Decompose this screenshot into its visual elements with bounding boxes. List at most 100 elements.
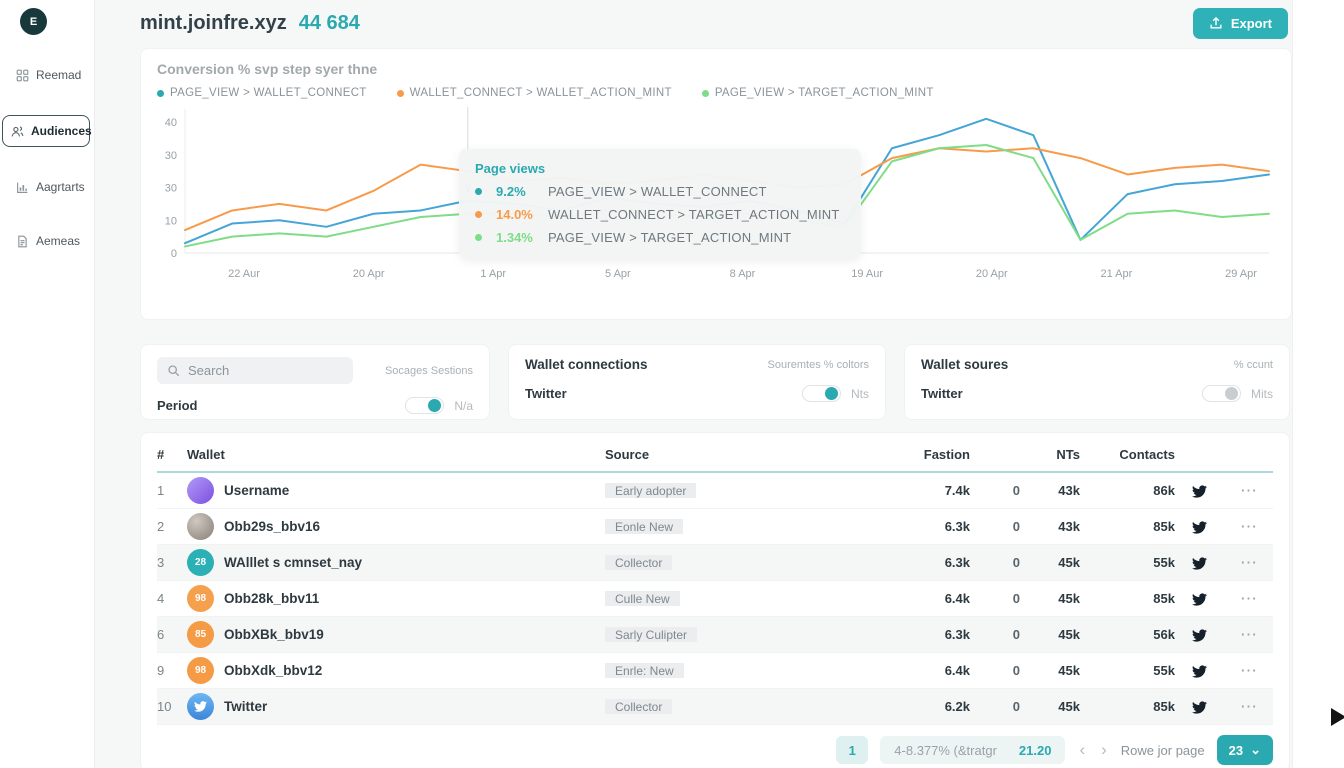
avatar: 98 (187, 585, 214, 612)
search-box[interactable] (157, 357, 353, 384)
column-header[interactable]: Fastion (923, 446, 970, 462)
wallet-cell: 98 Obb28k_bbv11 (187, 585, 605, 612)
nts-value: 43k (1058, 483, 1080, 498)
sidebar-item-reemad[interactable]: Reemad (12, 61, 90, 89)
row-menu-button[interactable]: ⋯ (1240, 552, 1258, 572)
svg-text:30: 30 (165, 150, 177, 162)
next-page-button[interactable]: › (1101, 740, 1107, 759)
table-row[interactable]: 1 Username Early adopter 7.4k 0 43k 86k ⋯ (157, 473, 1273, 509)
wallet-cell: Obb29s_bbv16 (187, 513, 605, 540)
app-logo[interactable]: E (20, 8, 47, 35)
row-index: 10 (157, 699, 172, 714)
row-menu-button[interactable]: ⋯ (1240, 588, 1258, 608)
toggle-knob (1225, 387, 1238, 400)
legend-label: PAGE_VIEW > TARGET_ACTION_MINT (714, 87, 934, 99)
sidebar-item-aagrtarts[interactable]: Aagrtarts (12, 173, 90, 201)
row-menu-button[interactable]: ⋯ (1240, 696, 1258, 716)
tooltip-title: Page views (475, 161, 546, 176)
fastion-value: 7.4k (944, 483, 970, 498)
tooltip-value: 9.2% (496, 184, 526, 199)
tooltip-label: PAGE_VIEW > TARGET_ACTION_MINT (548, 230, 792, 245)
column-header[interactable]: Source (605, 446, 650, 462)
column-header[interactable]: NTs (1056, 446, 1080, 462)
legend-item[interactable]: PAGE_VIEW > WALLET_CONNECT (157, 87, 367, 99)
svg-text:1 Apr: 1 Apr (480, 268, 506, 280)
twitter-icon[interactable] (1175, 554, 1223, 570)
column-header[interactable]: Contacts (1119, 446, 1175, 462)
sidebar-item-aemeas[interactable]: Aemeas (12, 227, 90, 255)
period-toggle[interactable] (405, 397, 445, 414)
table-row[interactable]: 10 Twitter Collector 6.2k 0 45k 85k ⋯ (157, 689, 1273, 725)
row-menu-button[interactable]: ⋯ (1240, 480, 1258, 500)
chevron-down-icon: ⌄ (1250, 742, 1261, 757)
legend-item[interactable]: PAGE_VIEW > TARGET_ACTION_MINT (701, 87, 934, 99)
source-tag: Collector (605, 555, 673, 570)
filter-meta-text: Souremtes % coltors (767, 358, 869, 371)
twitter-icon[interactable] (1175, 626, 1223, 642)
twitter-icon[interactable] (1175, 482, 1223, 498)
source-cell: Culle New (605, 591, 860, 606)
twitter-icon[interactable] (1175, 590, 1223, 606)
row-menu-button[interactable]: ⋯ (1240, 516, 1258, 536)
cursor-pointer-icon (1331, 708, 1344, 726)
search-input[interactable] (188, 363, 338, 378)
source-tag: Enrle: New (605, 663, 684, 678)
wallet-cell: Username (187, 477, 605, 504)
table-row[interactable]: 6 85 ObbXBk_bbv19 Sarly Culipter 6.3k 0 45k 56k… (157, 617, 1273, 653)
legend-item[interactable]: WALLET_CONNECT > WALLET_ACTION_MINT (396, 87, 672, 99)
source-cell: Early adopter (605, 483, 860, 498)
contacts-value: 56k (1153, 627, 1175, 642)
grid-icon (16, 69, 29, 82)
column-header[interactable]: # (157, 446, 165, 462)
sidebar-item-label: Aemeas (36, 234, 81, 248)
page-range-button[interactable]: 4-8.377% (&tratgr 21.20 (880, 736, 1066, 764)
contacts-value: 85k (1153, 699, 1175, 714)
fastion-value: 6.3k (944, 519, 970, 534)
table-row[interactable]: 4 98 Obb28k_bbv11 Culle New 6.4k 0 45k 85k ⋯ (157, 581, 1273, 617)
tooltip-value: 1.34% (496, 230, 533, 245)
export-button[interactable]: Export (1192, 7, 1288, 39)
avatar: 98 (187, 657, 214, 684)
table-row[interactable]: 2 Obb29s_bbv16 Eonle New 6.3k 0 43k 85k ⋯ (157, 509, 1273, 545)
zero-value: 0 (1012, 663, 1020, 678)
table-row[interactable]: 9 98 ObbXdk_bbv12 Enrle: New 6.4k 0 45k 55k ⋯ (157, 653, 1273, 689)
svg-text:29 Apr: 29 Apr (1225, 268, 1257, 280)
row-index: 9 (157, 663, 165, 678)
twitter-connections-toggle[interactable] (802, 385, 841, 402)
fastion-value: 6.4k (944, 591, 970, 606)
main-content: mint.joinfre.xyz 44 684 Export Conversio… (95, 0, 1292, 768)
row-menu-button[interactable]: ⋯ (1240, 660, 1258, 680)
twitter-sources-toggle[interactable] (1202, 385, 1241, 402)
twitter-icon[interactable] (1175, 662, 1223, 678)
rows-per-page-dropdown[interactable]: 23 ⌄ (1216, 735, 1273, 765)
chart-tooltip: Page views 9.2% PAGE_VIEW > WALLET_CONNEC… (459, 149, 861, 259)
nts-value: 45k (1058, 627, 1080, 642)
wallet-name: WAlllet s cmnset_nay (224, 555, 363, 570)
zero-value: 0 (1012, 591, 1020, 606)
table-row[interactable]: 3 28 WAlllet s cmnset_nay Collector 6.3k 0 45k… (157, 545, 1273, 581)
sidebar-item-label: Audiences (31, 124, 92, 138)
table-header-row: # Wallet Source Fastion NTs Contacts (157, 437, 1273, 473)
prev-page-button[interactable]: ‹ (1079, 740, 1086, 759)
sidebar-item-audiences[interactable]: Audiences (2, 115, 92, 147)
export-label: Export (1230, 15, 1272, 31)
rows-per-page-label: Rowe jor page (1120, 742, 1205, 758)
wallet-name: ObbXdk_bbv12 (224, 663, 323, 678)
wallet-cell: Twitter (187, 693, 605, 720)
twitter-icon[interactable] (1175, 518, 1223, 534)
twitter-source-label: Twitter (921, 386, 963, 401)
svg-text:8 Apr: 8 Apr (730, 268, 756, 280)
wallet-sources-card: Wallet soures % ccunt Twitter Mits (904, 344, 1290, 420)
avatar (187, 477, 214, 504)
filters-row: Socages Sestions Period N/a Wallet conne… (140, 344, 1290, 420)
column-header[interactable]: Wallet (187, 446, 225, 462)
right-scroll-strip[interactable] (1292, 0, 1344, 768)
avatar: 85 (187, 621, 214, 648)
zero-value: 0 (1012, 555, 1020, 570)
row-menu-button[interactable]: ⋯ (1240, 624, 1258, 644)
row-index: 4 (157, 591, 165, 606)
svg-text:20 Apr: 20 Apr (976, 268, 1008, 280)
page-button[interactable]: 1 (836, 736, 869, 764)
nts-value: 45k (1058, 591, 1080, 606)
twitter-icon[interactable] (1175, 698, 1223, 714)
